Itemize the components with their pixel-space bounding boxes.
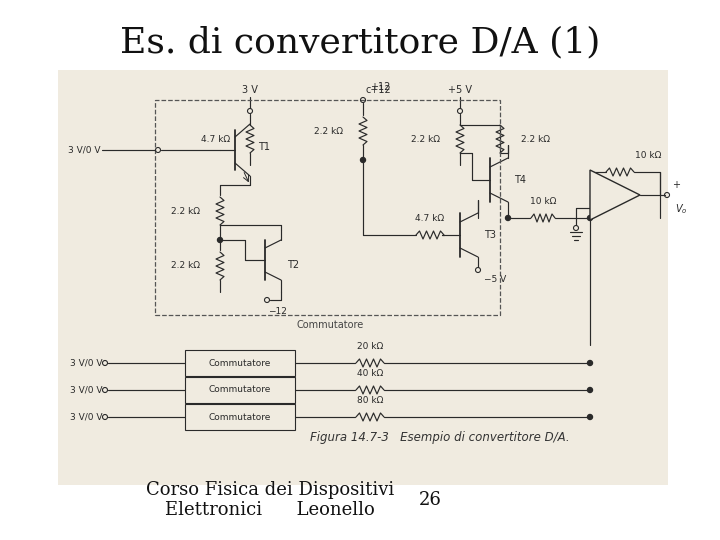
Circle shape — [588, 215, 593, 220]
Bar — [155, 100, 500, 315]
Text: Commutatore: Commutatore — [209, 359, 271, 368]
Text: Elettronici      Leonello: Elettronici Leonello — [165, 501, 375, 519]
Text: T3: T3 — [484, 230, 496, 240]
Text: (−): (−) — [600, 190, 616, 200]
Text: 3 V/0 V: 3 V/0 V — [68, 145, 100, 154]
Text: 20 kΩ: 20 kΩ — [357, 342, 383, 351]
Circle shape — [588, 388, 593, 393]
Text: −12: −12 — [268, 307, 287, 316]
Circle shape — [588, 415, 593, 420]
Text: 2.2 kΩ: 2.2 kΩ — [171, 206, 200, 215]
Text: T2: T2 — [287, 260, 299, 270]
Text: +12: +12 — [370, 82, 390, 92]
Text: Es. di convertitore D/A (1): Es. di convertitore D/A (1) — [120, 25, 600, 59]
Circle shape — [505, 215, 510, 220]
Bar — [185, 377, 295, 403]
Circle shape — [361, 158, 366, 163]
Text: $V_o$: $V_o$ — [675, 202, 688, 216]
Text: 80 kΩ: 80 kΩ — [357, 396, 383, 405]
Circle shape — [217, 238, 222, 242]
Text: Corso Fisica dei Dispositivi: Corso Fisica dei Dispositivi — [146, 481, 394, 499]
Text: 10 kΩ: 10 kΩ — [635, 151, 662, 160]
Text: 40 kΩ: 40 kΩ — [357, 369, 383, 378]
Text: +5 V: +5 V — [448, 85, 472, 95]
Text: 26: 26 — [418, 491, 441, 509]
Text: 4.7 kΩ: 4.7 kΩ — [201, 134, 230, 144]
FancyBboxPatch shape — [58, 70, 668, 485]
Circle shape — [588, 361, 593, 366]
Text: 3 V: 3 V — [242, 85, 258, 95]
Text: Commutatore: Commutatore — [209, 386, 271, 395]
Text: T4: T4 — [514, 175, 526, 185]
Text: 2.2 kΩ: 2.2 kΩ — [171, 261, 200, 271]
Polygon shape — [590, 170, 640, 220]
Text: c+12: c+12 — [365, 85, 391, 95]
Text: 2.2 kΩ: 2.2 kΩ — [314, 126, 343, 136]
Text: 2.2 kΩ: 2.2 kΩ — [521, 134, 550, 144]
Text: Figura 14.7-3   Esempio di convertitore D/A.: Figura 14.7-3 Esempio di convertitore D/… — [310, 430, 570, 443]
Text: Commutatore: Commutatore — [297, 320, 364, 330]
Text: 10 kΩ: 10 kΩ — [530, 197, 556, 206]
Bar — [185, 350, 295, 376]
Text: 3 V/0 V: 3 V/0 V — [70, 386, 102, 395]
Text: 4.7 kΩ: 4.7 kΩ — [415, 214, 444, 223]
Text: Commutatore: Commutatore — [209, 413, 271, 422]
Text: 2.2 kΩ: 2.2 kΩ — [411, 134, 440, 144]
Text: +: + — [672, 180, 680, 190]
Text: 3 V/0 V: 3 V/0 V — [70, 359, 102, 368]
Text: T1: T1 — [258, 142, 270, 152]
Text: 3 V/0 V: 3 V/0 V — [70, 413, 102, 422]
Bar — [185, 404, 295, 430]
Text: −5 V: −5 V — [484, 275, 506, 284]
